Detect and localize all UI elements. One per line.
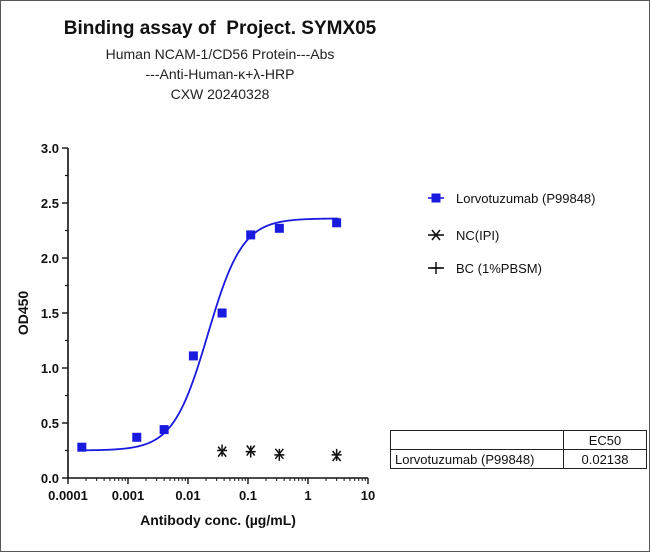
- y-tick-label: 3.0: [41, 141, 59, 156]
- ec50-table-header-ec50: EC50: [563, 430, 647, 450]
- x-tick-label: 0.1: [239, 488, 257, 503]
- legend-marker-0: [431, 193, 441, 203]
- legend-marker-2: [431, 262, 441, 274]
- chart-subtitle-line-2: ---Anti-Human-κ+λ-HRP: [145, 66, 295, 82]
- y-tick-label: 0.5: [41, 416, 59, 431]
- chart-subtitle-line-1: Human NCAM-1/CD56 Protein---Abs: [105, 46, 335, 62]
- data-point-series-2: [217, 444, 228, 457]
- chart-title: Binding assay of Project. SYMX05: [63, 18, 377, 39]
- data-point-series-0: [217, 308, 227, 318]
- x-tick-label: 0.01: [175, 488, 200, 503]
- y-tick-label: 2.5: [41, 196, 59, 211]
- y-tick-label: 1.5: [41, 306, 59, 321]
- x-axis-label: Antibody conc. (µg/mL): [140, 512, 296, 528]
- data-point-series-0: [274, 223, 284, 233]
- fit-curve-lorvotuzumab: [80, 217, 339, 452]
- y-tick-label: 0.0: [41, 471, 59, 486]
- y-axis-label: OD450: [15, 291, 31, 336]
- x-tick-label: 1: [304, 488, 311, 503]
- data-point-series-2: [331, 448, 342, 461]
- legend-label-0: Lorvotuzumab (P99848): [456, 191, 595, 206]
- data-point-series-0: [332, 218, 342, 228]
- legend-marker-1: [431, 229, 441, 241]
- ec50-table-antibody-name: Lorvotuzumab (P99848): [390, 449, 564, 469]
- data-point-series-2: [274, 448, 285, 461]
- ec50-table-ec50-value: 0.02138: [563, 449, 647, 469]
- ec50-table: EC50 Lorvotuzumab (P99848) 0.02138: [390, 430, 647, 469]
- ec50-table-row: Lorvotuzumab (P99848) 0.02138: [390, 449, 647, 469]
- x-tick-label: 0.0001: [48, 488, 88, 503]
- data-point-series-2: [245, 445, 256, 458]
- x-tick-label: 10: [361, 488, 375, 503]
- data-point-series-0: [188, 351, 198, 361]
- ec50-table-header-blank: [390, 430, 564, 450]
- ec50-table-header-row: EC50: [390, 430, 647, 450]
- y-tick-label: 1.0: [41, 361, 59, 376]
- data-point-series-0: [132, 432, 142, 442]
- legend-label-2: BC (1%PBSM): [456, 261, 542, 276]
- x-tick-label: 0.001: [112, 488, 145, 503]
- legend-label-1: NC(IPI): [456, 228, 499, 243]
- data-point-series-0: [246, 230, 256, 240]
- data-point-series-0: [159, 425, 169, 435]
- y-tick-label: 2.0: [41, 251, 59, 266]
- data-point-series-0: [77, 442, 87, 452]
- chart-subtitle-line-3: CXW 20240328: [170, 86, 270, 102]
